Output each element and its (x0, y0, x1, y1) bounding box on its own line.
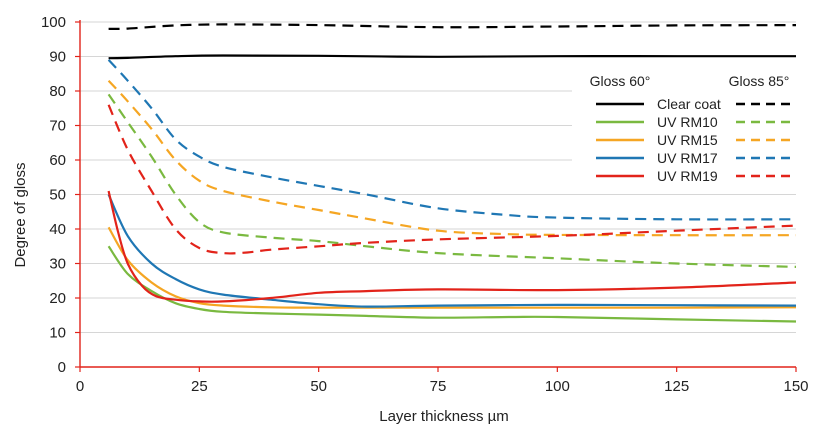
legend-label-uv-rm10: UV RM10 (657, 114, 718, 130)
series-uv-rm19-gloss-85 (107, 104, 797, 255)
legend-rows: Clear coat UV RM10 UV RM15 UV RM17 UV RM19 (596, 96, 790, 184)
y-tick-label-80: 80 (49, 83, 66, 100)
legend-label-uv-rm15: UV RM15 (657, 132, 718, 148)
x-tick-label-100: 100 (545, 378, 570, 395)
legend-label-uv-rm17: UV RM17 (657, 150, 718, 166)
legend-label-clear-coat: Clear coat (657, 96, 721, 112)
series-lines (107, 23, 797, 323)
series-uv-rm17-gloss-60 (107, 194, 797, 308)
series-uv-rm10-gloss-60 (107, 245, 797, 323)
x-tick-label-50: 50 (310, 378, 327, 395)
y-tick-label-100: 100 (41, 14, 66, 31)
legend-header-gloss-85: Gloss 85° (729, 73, 790, 89)
series-uv-rm15-gloss-60 (107, 226, 797, 309)
series-uv-rm19-gloss-60 (107, 190, 797, 303)
legend: Gloss 60° Gloss 85° Clear coat UV RM10 UV … (572, 64, 800, 194)
series-clear-coat-gloss-60 (108, 54, 796, 60)
y-tick-label-90: 90 (49, 49, 66, 66)
x-tick-label-25: 25 (191, 378, 208, 395)
y-tick-label-60: 60 (49, 152, 66, 169)
y-tick-label-70: 70 (49, 118, 66, 135)
y-tick-label-0: 0 (58, 359, 66, 376)
y-tick-label-40: 40 (49, 221, 66, 238)
x-axis-title: Layer thickness µm (379, 408, 509, 425)
y-tick-label-10: 10 (49, 325, 66, 342)
legend-background (572, 64, 800, 194)
axes (75, 20, 797, 372)
x-tick-label-0: 0 (76, 378, 84, 395)
series-uv-rm17-gloss-85 (107, 59, 797, 221)
x-tick-label-75: 75 (430, 378, 447, 395)
legend-label-uv-rm19: UV RM19 (657, 168, 718, 184)
tick-labels: 0 10 20 30 40 50 60 70 80 90 100 0 25 50 75 100 125 150 (41, 14, 809, 395)
y-tick-label-30: 30 (49, 256, 66, 273)
legend-header-gloss-60: Gloss 60° (590, 73, 651, 89)
y-tick-label-50: 50 (49, 187, 66, 204)
series-clear-coat-gloss-85 (108, 23, 797, 30)
y-tick-label-20: 20 (49, 290, 66, 307)
y-axis-title: Degree of gloss (12, 162, 29, 267)
x-tick-label-125: 125 (664, 378, 689, 395)
x-tick-label-150: 150 (783, 378, 808, 395)
series-uv-rm15-gloss-85 (107, 79, 797, 237)
series-uv-rm10-gloss-85 (107, 93, 797, 268)
